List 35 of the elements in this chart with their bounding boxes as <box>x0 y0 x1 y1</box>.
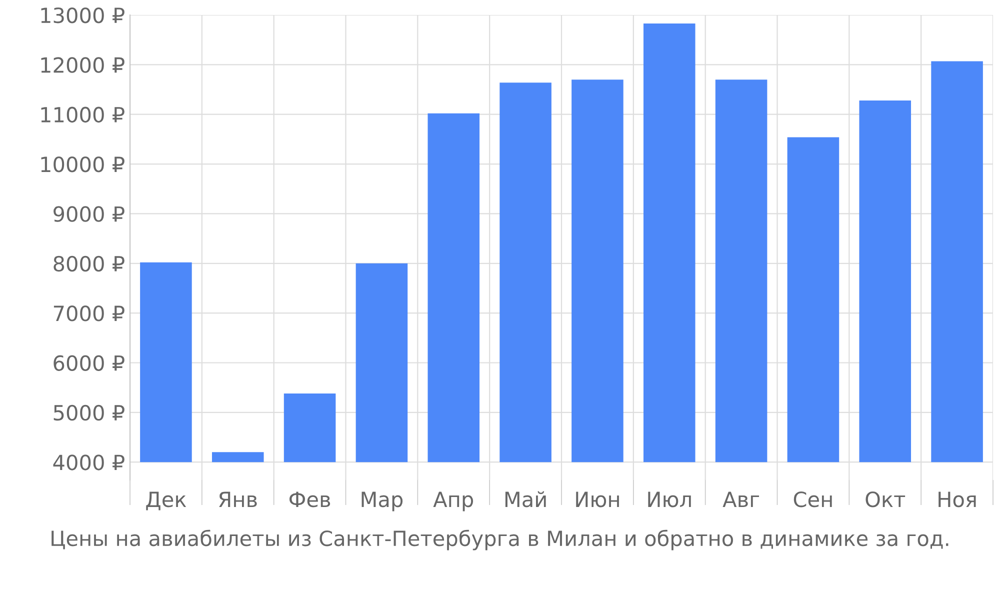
y-tick-label: 8000 ₽ <box>54 256 124 272</box>
x-tick-label: Апр <box>433 492 474 512</box>
x-tick-label: Май <box>505 491 546 508</box>
bar <box>931 61 983 462</box>
x-tick-label: Окт <box>866 491 906 508</box>
x-tick-label: Янв <box>219 492 257 507</box>
x-tick-label: Июл <box>648 492 691 508</box>
y-tick-label: 7000 ₽ <box>54 306 124 322</box>
x-tick-label: Дек <box>146 492 186 510</box>
bar <box>356 263 408 462</box>
y-tick-label: 10000 ₽ <box>41 156 124 172</box>
y-tick-label: 11000 ₽ <box>41 106 124 123</box>
bar <box>787 137 840 462</box>
bar <box>643 23 696 462</box>
x-tick-label: Фев <box>290 492 330 508</box>
y-tick-label: 13000 ₽ <box>41 7 124 24</box>
x-tick-label: Ноя <box>938 492 976 508</box>
x-tick-label: Мар <box>362 492 403 512</box>
y-tick-label: 12000 ₽ <box>41 57 124 73</box>
x-tick-label: Сен <box>794 491 832 508</box>
y-tick-label: 4000 ₽ <box>53 454 124 470</box>
y-tick-label: 6000 ₽ <box>54 355 124 371</box>
y-tick-label: 5000 ₽ <box>54 404 124 421</box>
x-tick-label: Июн <box>576 492 619 508</box>
text: Цены на авиабилеты из Санкт-Петербурга в Милан и обратно в динамике за год. <box>52 530 948 550</box>
bar <box>212 452 264 462</box>
bar <box>715 80 768 462</box>
bar <box>500 82 552 462</box>
y-tick-label: 9000 ₽ <box>54 206 124 222</box>
bar <box>428 113 480 462</box>
x-tick-label: Авг <box>722 492 760 507</box>
bar <box>284 394 336 462</box>
bar <box>859 100 912 462</box>
bar <box>140 262 192 462</box>
bar <box>572 80 624 462</box>
